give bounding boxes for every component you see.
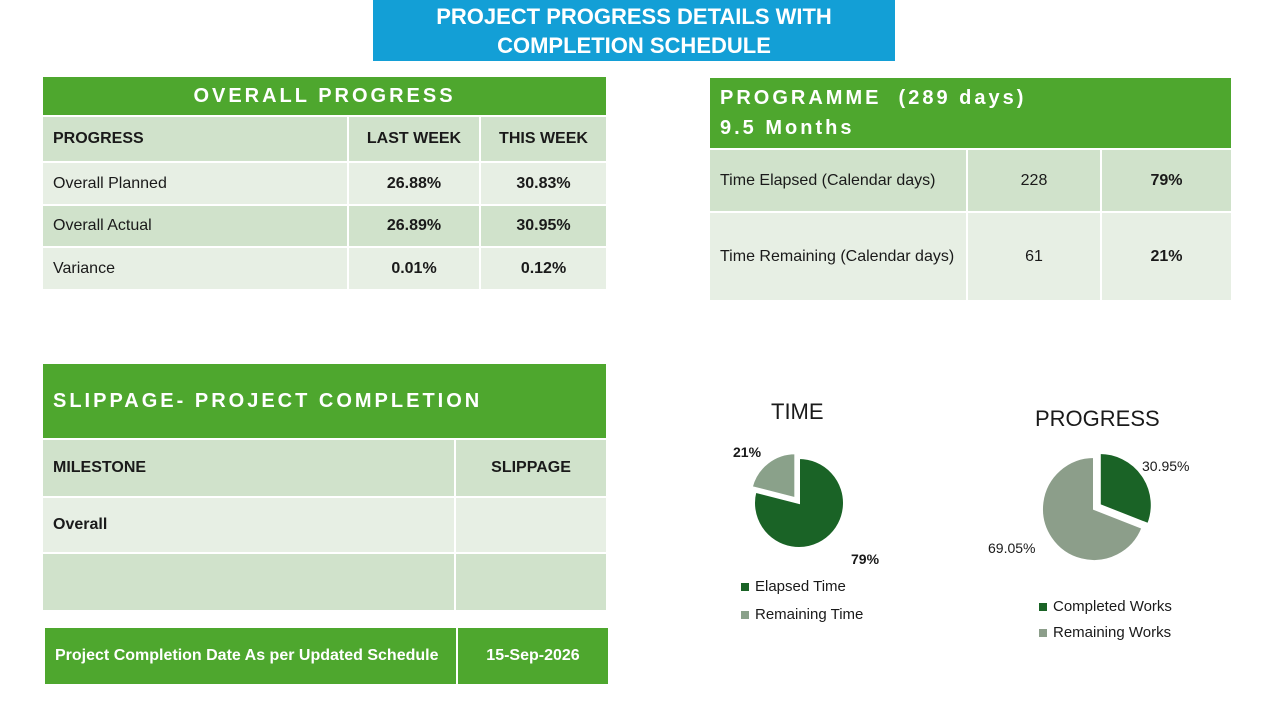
- row-last-week: 26.88%: [347, 161, 481, 206]
- col-last-week: LAST WEEK: [347, 115, 481, 163]
- row-days: 228: [966, 148, 1102, 213]
- row-this-week: 0.12%: [479, 246, 608, 291]
- row-label: Overall Planned: [41, 161, 349, 206]
- overall-progress-table: OVERALL PROGRESS PROGRESS LAST WEEK THIS…: [41, 75, 608, 291]
- programme-header-line2: 9.5 Months: [720, 117, 855, 139]
- row-days: 61: [966, 211, 1102, 302]
- row-this-week: 30.83%: [479, 161, 608, 206]
- page-title-line1: PROJECT PROGRESS DETAILS WITH: [436, 3, 832, 29]
- time-chart-title: TIME: [771, 399, 824, 424]
- legend-label: Elapsed Time: [755, 578, 846, 595]
- pie-slice-completed-works: [1098, 452, 1153, 526]
- row-slippage: [454, 496, 608, 554]
- pie-slice-elapsed-time: [753, 456, 845, 549]
- legend-swatch: [741, 610, 749, 619]
- pie-slice-remaining-time: [750, 452, 797, 500]
- progress-pie-chart: [1041, 452, 1153, 562]
- time-pie-chart: [750, 452, 845, 549]
- table-row: Time Elapsed (Calendar days) 228 79%: [708, 148, 1233, 213]
- page-title: PROJECT PROGRESS DETAILS WITH COMPLETION…: [373, 0, 895, 61]
- completion-table: Project Completion Date As per Updated S…: [43, 626, 610, 686]
- row-last-week: 0.01%: [347, 246, 481, 291]
- progress-label-completed: 30.95%: [1142, 458, 1190, 474]
- programme-header: PROGRAMME (289 days) 9.5 Months: [708, 76, 1233, 150]
- completion-label: Project Completion Date As per Updated S…: [43, 626, 458, 686]
- overall-progress-header: OVERALL PROGRESS: [41, 75, 608, 117]
- col-progress: PROGRESS: [41, 115, 349, 163]
- completion-date: 15-Sep-2026: [456, 626, 610, 686]
- legend-item-remaining: Remaining Time: [741, 606, 863, 623]
- legend-label: Remaining Time: [755, 606, 864, 623]
- table-row: Overall: [41, 496, 608, 554]
- legend-swatch: [1039, 628, 1047, 637]
- legend-item-completed: Completed Works: [1039, 598, 1172, 615]
- legend-item-remaining-works: Remaining Works: [1039, 624, 1171, 641]
- row-label: Variance: [41, 246, 349, 291]
- row-milestone: Overall: [41, 496, 456, 554]
- progress-label-remaining: 69.05%: [988, 540, 1036, 556]
- table-row: [41, 552, 608, 612]
- time-label-remaining: 21%: [733, 444, 762, 460]
- time-label-elapsed: 79%: [851, 551, 880, 567]
- progress-chart-title: PROGRESS: [1035, 406, 1160, 431]
- legend-swatch: [1039, 602, 1047, 611]
- table-row: Time Remaining (Calendar days) 61 21%: [708, 211, 1233, 302]
- slippage-header: SLIPPAGE- PROJECT COMPLETION: [41, 362, 608, 440]
- legend-label: Remaining Works: [1053, 624, 1172, 641]
- legend-item-elapsed: Elapsed Time: [741, 578, 846, 595]
- row-last-week: 26.89%: [347, 204, 481, 248]
- legend-label: Completed Works: [1053, 598, 1172, 615]
- row-label: Overall Actual: [41, 204, 349, 248]
- slippage-table: SLIPPAGE- PROJECT COMPLETION MILESTONE S…: [41, 362, 608, 612]
- pie-slice-remaining-works: [1041, 455, 1144, 562]
- programme-table: PROGRAMME (289 days) 9.5 Months Time Ela…: [708, 76, 1233, 302]
- row-label: Time Remaining (Calendar days): [708, 211, 968, 302]
- programme-header-line1: PROGRAMME (289 days): [720, 87, 1027, 109]
- table-row: Overall Planned 26.88% 30.83%: [41, 161, 608, 206]
- row-label: Time Elapsed (Calendar days): [708, 148, 968, 213]
- row-milestone: [41, 552, 456, 612]
- row-pct: 21%: [1100, 211, 1233, 302]
- page-title-line2: COMPLETION SCHEDULE: [497, 32, 771, 58]
- table-row: Variance 0.01% 0.12%: [41, 246, 608, 291]
- legend-swatch: [741, 582, 749, 591]
- col-milestone: MILESTONE: [41, 438, 456, 498]
- col-this-week: THIS WEEK: [479, 115, 608, 163]
- col-slippage: SLIPPAGE: [454, 438, 608, 498]
- table-row: Overall Actual 26.89% 30.95%: [41, 204, 608, 248]
- row-slippage: [454, 552, 608, 612]
- row-this-week: 30.95%: [479, 204, 608, 248]
- row-pct: 79%: [1100, 148, 1233, 213]
